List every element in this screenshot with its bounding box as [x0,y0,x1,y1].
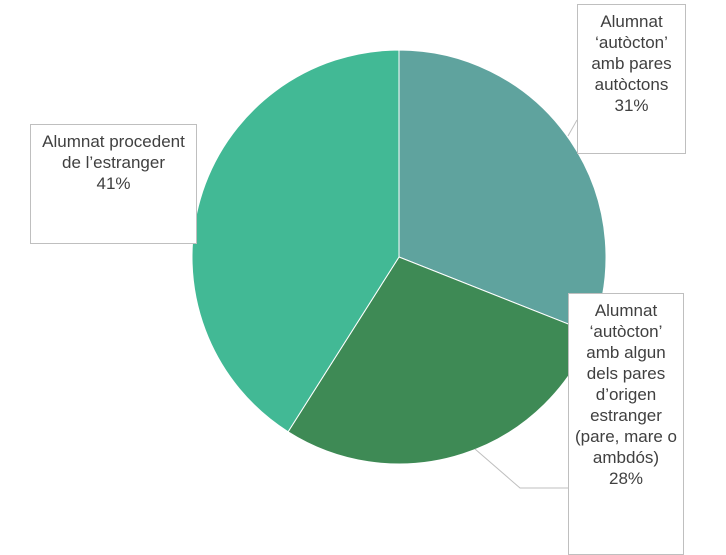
slice-value: 41% [96,174,131,193]
leader-line [474,448,568,489]
data-label: Alumnat ‘autòcton’ amb algun dels pares … [568,293,684,555]
slice-name: Alumnat procedent de l’estranger [42,132,185,172]
data-label: Alumnat ‘autòcton’ amb pares autòctons 31… [577,4,686,154]
pie-slice [191,49,400,433]
slice-value: 31% [614,96,649,115]
leader-line [567,119,578,137]
slice-value: 28% [608,469,644,488]
pie-slice [398,49,607,334]
data-label: Alumnat procedent de l’estranger 41% [30,124,197,244]
slice-name: Alumnat ‘autòcton’ amb algun dels pares … [574,301,678,467]
slice-name: Alumnat ‘autòcton’ amb pares autòctons [591,12,672,94]
